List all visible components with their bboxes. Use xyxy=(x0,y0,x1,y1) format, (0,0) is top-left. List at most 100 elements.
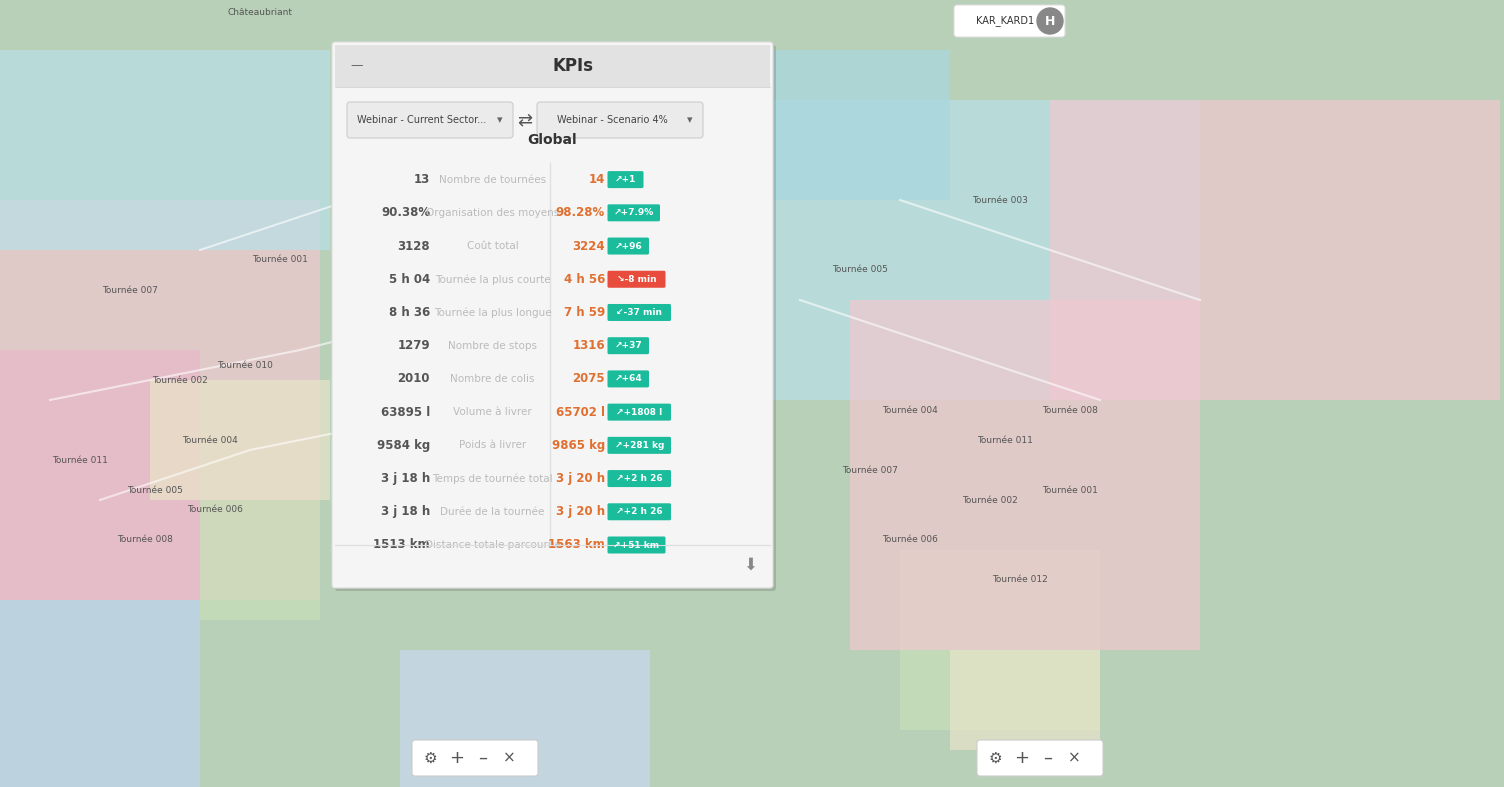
Text: Tournée 011: Tournée 011 xyxy=(53,456,108,464)
Text: ↗+37: ↗+37 xyxy=(614,342,642,350)
Text: 7 h 59: 7 h 59 xyxy=(564,306,605,319)
Text: Tournée 006: Tournée 006 xyxy=(186,505,244,515)
Bar xyxy=(335,163,770,545)
Text: 3 j 20 h: 3 j 20 h xyxy=(556,505,605,519)
Text: 5 h 04: 5 h 04 xyxy=(388,273,430,286)
Text: 63895 l: 63895 l xyxy=(381,405,430,419)
Text: Webinar - Current Sector...: Webinar - Current Sector... xyxy=(358,115,487,125)
FancyBboxPatch shape xyxy=(954,5,1065,37)
Text: 65702 l: 65702 l xyxy=(556,405,605,419)
Text: 4 h 56: 4 h 56 xyxy=(564,273,605,286)
Text: –: – xyxy=(478,749,487,767)
Bar xyxy=(335,45,770,87)
Text: Durée de la tournée: Durée de la tournée xyxy=(441,507,544,517)
Text: ↗+2 h 26: ↗+2 h 26 xyxy=(617,508,663,516)
FancyBboxPatch shape xyxy=(608,371,650,387)
FancyBboxPatch shape xyxy=(608,337,650,354)
Text: ↗+96: ↗+96 xyxy=(614,242,642,250)
Text: 8 h 36: 8 h 36 xyxy=(388,306,430,319)
Text: Tournée 006: Tournée 006 xyxy=(881,535,938,545)
FancyBboxPatch shape xyxy=(608,404,671,420)
Text: –: – xyxy=(1044,749,1053,767)
Text: ↗+1: ↗+1 xyxy=(615,176,636,184)
Text: Tournée 003: Tournée 003 xyxy=(972,195,1027,205)
Text: Distance totale parcourue: Distance totale parcourue xyxy=(424,540,561,550)
FancyBboxPatch shape xyxy=(347,102,513,138)
Text: ↗+1808 l: ↗+1808 l xyxy=(617,408,662,416)
Text: 3128: 3128 xyxy=(397,239,430,253)
FancyBboxPatch shape xyxy=(335,45,776,591)
Text: 98.28%: 98.28% xyxy=(556,206,605,220)
FancyBboxPatch shape xyxy=(978,740,1102,776)
Bar xyxy=(0,600,200,787)
Text: 3 j 18 h: 3 j 18 h xyxy=(381,505,430,519)
FancyBboxPatch shape xyxy=(608,537,665,553)
Bar xyxy=(899,550,1099,730)
Bar xyxy=(400,650,650,787)
Text: 90.38%: 90.38% xyxy=(381,206,430,220)
Text: ×: × xyxy=(502,751,516,766)
Text: Tournée 008: Tournée 008 xyxy=(1042,405,1098,415)
FancyBboxPatch shape xyxy=(608,503,671,520)
Text: 3224: 3224 xyxy=(573,239,605,253)
Text: Nombre de tournées: Nombre de tournées xyxy=(439,175,546,185)
Text: Tournée 001: Tournée 001 xyxy=(1042,486,1098,494)
FancyBboxPatch shape xyxy=(608,470,671,487)
Bar xyxy=(0,50,329,250)
Text: Tournée 002: Tournée 002 xyxy=(963,496,1018,504)
Text: 1279: 1279 xyxy=(397,339,430,353)
Text: 2075: 2075 xyxy=(573,372,605,386)
Text: Tournée 012: Tournée 012 xyxy=(993,575,1048,585)
Text: Webinar - Scenario 4%: Webinar - Scenario 4% xyxy=(556,115,668,125)
Text: Poids à livrer: Poids à livrer xyxy=(459,441,526,450)
Text: 9865 kg: 9865 kg xyxy=(552,439,605,452)
Text: ▾: ▾ xyxy=(687,115,693,125)
Text: ↗+2 h 26: ↗+2 h 26 xyxy=(617,474,663,483)
Text: KPIs: KPIs xyxy=(552,57,593,75)
Text: ⚙: ⚙ xyxy=(988,751,1002,766)
Text: ↘-8 min: ↘-8 min xyxy=(617,275,656,284)
Bar xyxy=(951,650,1099,750)
Text: 1563 km: 1563 km xyxy=(549,538,605,552)
Text: Tournée la plus longue: Tournée la plus longue xyxy=(433,307,552,318)
Text: 1316: 1316 xyxy=(573,339,605,353)
Text: Tournée 007: Tournée 007 xyxy=(102,286,158,294)
Text: 3 j 20 h: 3 j 20 h xyxy=(556,472,605,485)
Text: Tournée la plus courte: Tournée la plus courte xyxy=(435,274,550,285)
Bar xyxy=(750,50,951,200)
Bar xyxy=(200,500,320,620)
FancyBboxPatch shape xyxy=(412,740,538,776)
FancyBboxPatch shape xyxy=(608,304,671,321)
Text: Volume à livrer: Volume à livrer xyxy=(453,407,532,417)
Text: 3 j 18 h: 3 j 18 h xyxy=(381,472,430,485)
Bar xyxy=(150,380,329,500)
Text: ↗+281 kg: ↗+281 kg xyxy=(615,441,663,450)
Text: ×: × xyxy=(1068,751,1080,766)
Text: H: H xyxy=(1045,14,1056,28)
FancyBboxPatch shape xyxy=(608,437,671,454)
Text: Tournée 002: Tournée 002 xyxy=(152,375,208,385)
Text: Tournée 011: Tournée 011 xyxy=(978,435,1033,445)
Text: Tournée 004: Tournée 004 xyxy=(883,405,938,415)
Text: KAR_KARD1: KAR_KARD1 xyxy=(976,16,1035,27)
Text: ↗+7.9%: ↗+7.9% xyxy=(614,209,654,217)
Circle shape xyxy=(1036,8,1063,34)
Text: Tournée 005: Tournée 005 xyxy=(126,486,183,494)
Text: Nombre de colis: Nombre de colis xyxy=(450,374,535,384)
Bar xyxy=(0,350,200,600)
Text: ▾: ▾ xyxy=(498,115,502,125)
Text: +: + xyxy=(450,749,465,767)
Bar xyxy=(0,200,320,600)
Text: ⇄: ⇄ xyxy=(517,111,532,129)
Text: Tournée 004: Tournée 004 xyxy=(182,435,238,445)
Text: ⬇: ⬇ xyxy=(743,556,757,574)
FancyBboxPatch shape xyxy=(608,205,660,221)
Text: 14: 14 xyxy=(588,173,605,186)
Text: Tournée 008: Tournée 008 xyxy=(117,535,173,545)
Text: Châteaubriant: Châteaubriant xyxy=(227,8,292,17)
Text: 13: 13 xyxy=(414,173,430,186)
Text: ⚙: ⚙ xyxy=(423,751,436,766)
Text: Organisation des moyens: Organisation des moyens xyxy=(426,208,559,218)
Text: Global: Global xyxy=(528,133,578,147)
FancyBboxPatch shape xyxy=(608,171,644,188)
